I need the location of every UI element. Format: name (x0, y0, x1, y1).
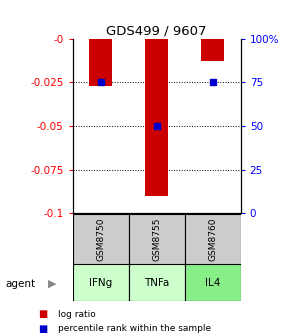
Text: TNFa: TNFa (144, 278, 169, 288)
Text: log ratio: log ratio (58, 310, 96, 319)
Bar (185, 214, 241, 264)
Text: ■: ■ (38, 309, 47, 319)
Title: GDS499 / 9607: GDS499 / 9607 (106, 25, 207, 38)
Text: IFNg: IFNg (89, 278, 112, 288)
Text: agent: agent (6, 279, 36, 289)
Text: percentile rank within the sample: percentile rank within the sample (58, 324, 211, 333)
Bar (89, 39, 112, 86)
Bar (128, 264, 185, 301)
Bar (185, 264, 241, 301)
Bar (145, 39, 168, 196)
Text: GSM8760: GSM8760 (208, 217, 217, 261)
Text: GSM8750: GSM8750 (96, 217, 105, 261)
Bar (72, 214, 128, 264)
Bar (202, 39, 224, 61)
Text: ▶: ▶ (48, 279, 56, 289)
Text: IL4: IL4 (205, 278, 220, 288)
Bar (128, 214, 185, 264)
Bar (72, 264, 128, 301)
Text: ■: ■ (38, 324, 47, 334)
Text: GSM8755: GSM8755 (152, 217, 161, 261)
